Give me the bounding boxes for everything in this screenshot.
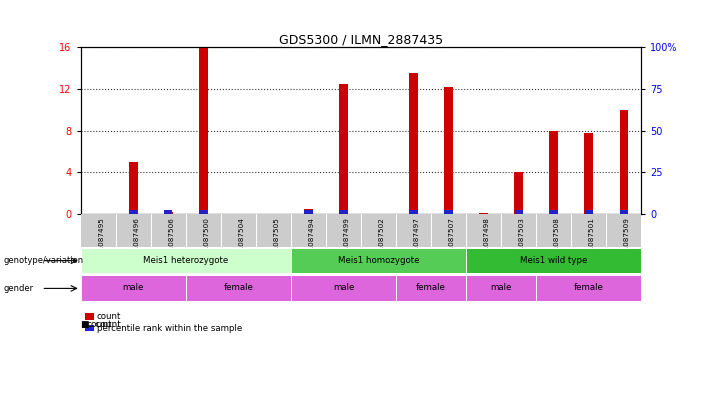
Text: GSM1087508: GSM1087508 (554, 217, 560, 266)
Text: Meis1 wild type: Meis1 wild type (520, 255, 587, 264)
Bar (550, 130, 558, 214)
Text: male: male (491, 283, 512, 292)
Bar (164, 212, 172, 214)
Text: gender: gender (4, 284, 34, 293)
Bar (304, 209, 313, 214)
Bar (620, 110, 628, 214)
Text: GSM1087494: GSM1087494 (308, 217, 315, 266)
Text: GSM1087509: GSM1087509 (624, 217, 630, 266)
Text: Meis1 heterozygote: Meis1 heterozygote (143, 255, 229, 264)
Bar (466, 275, 536, 301)
Text: female: female (224, 283, 253, 292)
Text: GSM1087500: GSM1087500 (203, 217, 210, 266)
Text: female: female (574, 283, 604, 292)
Bar (550, 210, 558, 214)
Bar (515, 210, 523, 214)
Bar (585, 210, 593, 214)
Bar (199, 47, 207, 214)
Bar (536, 275, 641, 301)
Text: GSM1087501: GSM1087501 (589, 217, 595, 266)
Text: genotype/variation: genotype/variation (4, 256, 83, 265)
Text: GSM1087504: GSM1087504 (238, 217, 245, 266)
Legend: count, percentile rank within the sample: count, percentile rank within the sample (85, 312, 243, 333)
Text: Meis1 homozygote: Meis1 homozygote (338, 255, 419, 264)
Bar (164, 210, 172, 214)
Bar (291, 275, 396, 301)
Title: GDS5300 / ILMN_2887435: GDS5300 / ILMN_2887435 (279, 33, 443, 46)
Bar (479, 213, 488, 214)
Text: female: female (416, 283, 446, 292)
Bar (81, 248, 291, 273)
Text: GSM1087496: GSM1087496 (133, 217, 139, 266)
Bar (291, 248, 466, 273)
Bar (515, 173, 523, 214)
Bar (304, 210, 313, 214)
Bar (466, 248, 641, 273)
Bar (339, 84, 348, 214)
Bar (199, 210, 207, 214)
Text: GSM1087502: GSM1087502 (379, 217, 385, 266)
Text: GSM1087507: GSM1087507 (449, 217, 455, 266)
Text: ■  count: ■ count (81, 320, 121, 329)
Bar (396, 275, 466, 301)
Bar (129, 210, 137, 214)
Bar (129, 162, 137, 214)
Bar (585, 133, 593, 214)
Text: count: count (86, 320, 112, 329)
Text: GSM1087499: GSM1087499 (343, 217, 350, 266)
Text: GSM1087503: GSM1087503 (519, 217, 525, 266)
Bar (444, 210, 453, 214)
Text: GSM1087505: GSM1087505 (273, 217, 280, 266)
Text: GSM1087497: GSM1087497 (414, 217, 420, 266)
Bar (339, 210, 348, 214)
Text: GSM1087498: GSM1087498 (484, 217, 490, 266)
Bar (409, 210, 418, 214)
Text: GSM1087506: GSM1087506 (168, 217, 175, 266)
Text: male: male (333, 283, 354, 292)
Text: GSM1087495: GSM1087495 (98, 217, 104, 266)
Bar (620, 210, 628, 214)
Bar (444, 87, 453, 214)
Text: male: male (123, 283, 144, 292)
Bar (186, 275, 291, 301)
Bar (81, 275, 186, 301)
Bar (409, 73, 418, 214)
